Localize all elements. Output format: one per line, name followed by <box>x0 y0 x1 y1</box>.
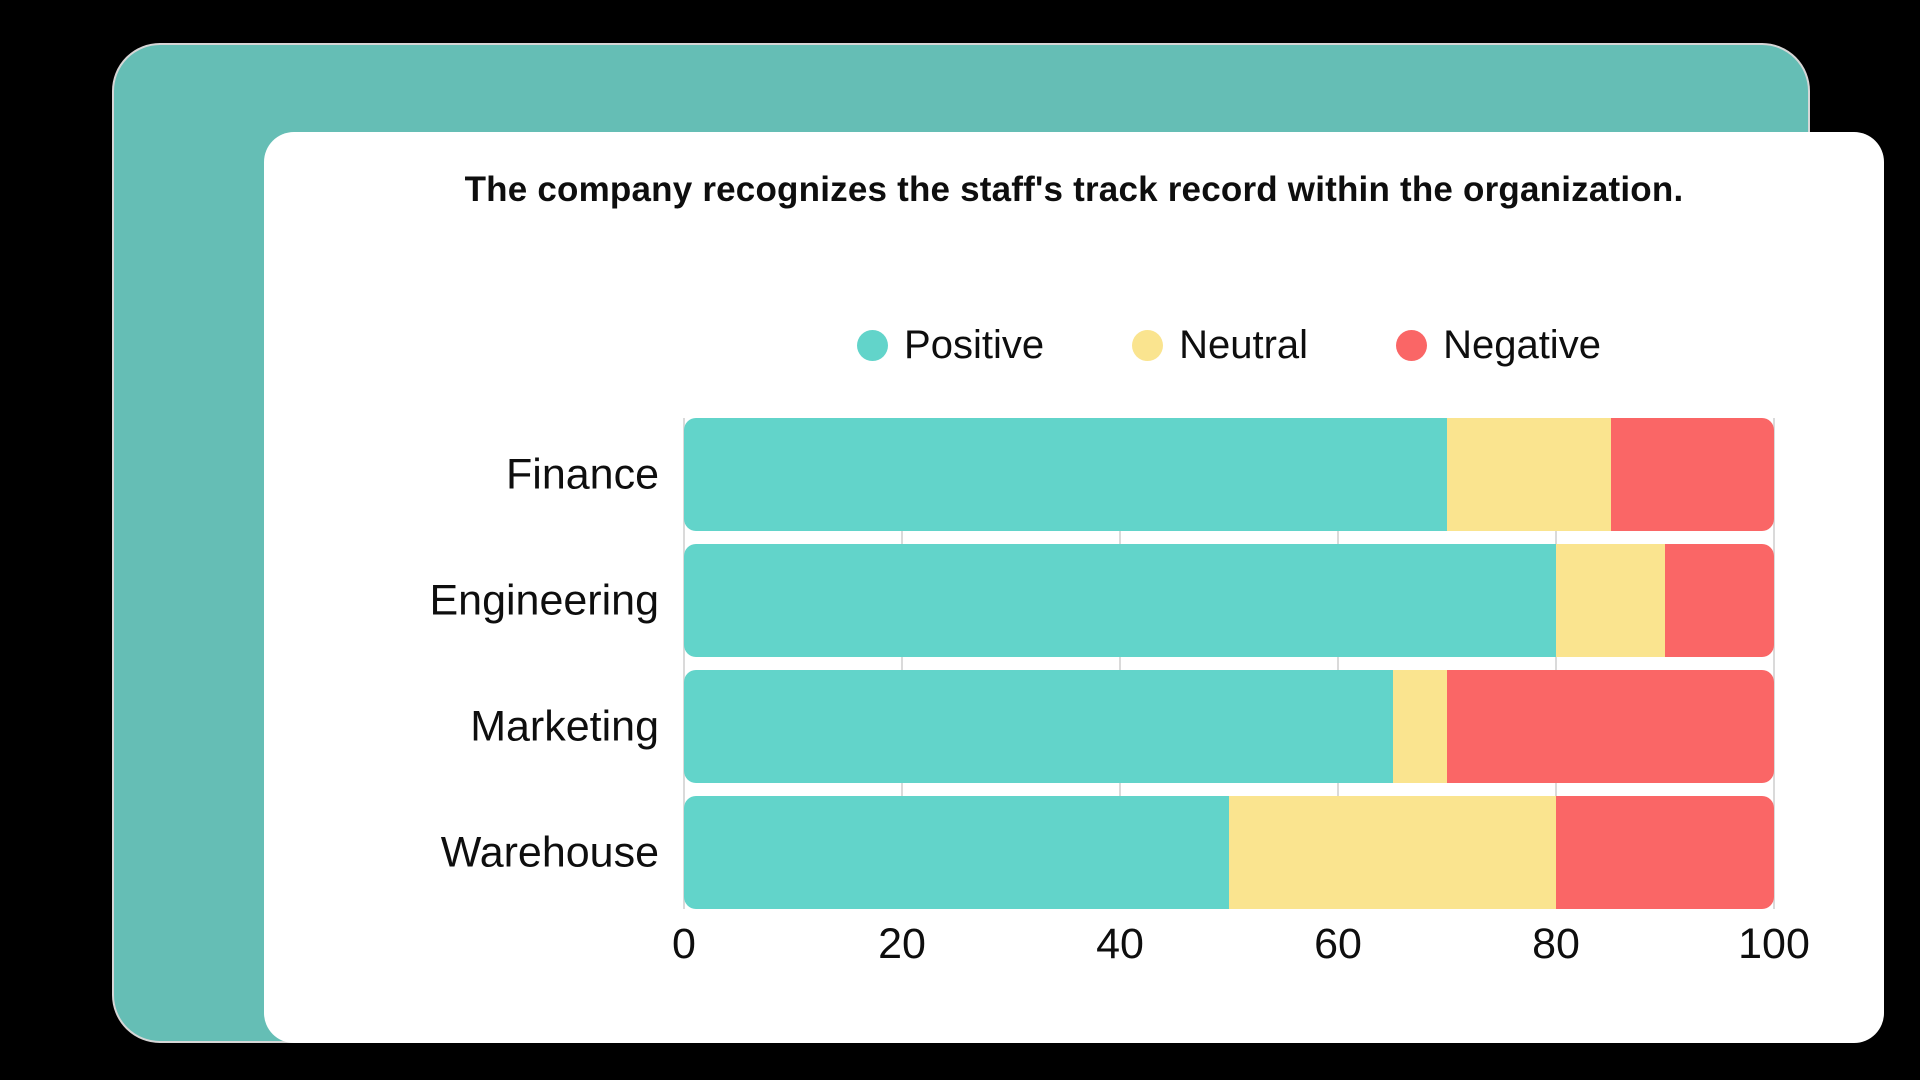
legend-label: Neutral <box>1179 323 1309 367</box>
chart-card: The company recognizes the staff's track… <box>264 132 1884 1043</box>
category-label: Marketing <box>470 702 659 750</box>
bar-row-warehouse: Warehouse <box>441 796 1774 909</box>
legend-label: Positive <box>904 323 1045 367</box>
legend-swatch-icon <box>1132 329 1164 361</box>
x-tick-label: 20 <box>878 920 926 968</box>
gridlines <box>683 418 1775 909</box>
gridline <box>683 418 685 909</box>
x-tick-label: 40 <box>1096 920 1144 968</box>
gridline <box>901 418 903 909</box>
bar-track <box>684 670 1774 783</box>
x-tick-label: 0 <box>672 920 696 968</box>
bar-segment-neutral <box>1392 670 1447 783</box>
gridline <box>1555 418 1557 909</box>
bar-segment-negative <box>1556 796 1774 909</box>
category-label: Engineering <box>429 576 659 624</box>
bar-segment-positive <box>684 670 1393 783</box>
bar-segment-positive <box>684 544 1556 657</box>
bar-track <box>684 418 1774 531</box>
gridline <box>1337 418 1339 909</box>
x-tick-label: 100 <box>1738 920 1810 968</box>
bar-segment-negative <box>1447 670 1774 783</box>
bar-segment-positive <box>684 418 1447 531</box>
bar-row-engineering: Engineering <box>429 544 1774 657</box>
bar-segment-neutral <box>1229 796 1556 909</box>
legend-item-positive: Positive <box>857 325 1044 365</box>
gridline <box>1773 418 1775 909</box>
bar-track <box>684 796 1774 909</box>
legend-label: Negative <box>1443 323 1601 367</box>
chart-title: The company recognizes the staff's track… <box>464 170 1684 209</box>
legend-swatch-icon <box>857 329 889 361</box>
legend-item-negative: Negative <box>1396 325 1601 365</box>
legend: Positive Neutral Negative <box>684 322 1774 368</box>
bar-segment-neutral <box>1556 544 1665 657</box>
legend-swatch-icon <box>1396 329 1428 361</box>
bar-rows: Finance Engineering Marketing Warehouse <box>429 418 1774 909</box>
x-axis-ticks: 0 20 40 60 80 100 <box>672 920 1810 975</box>
bar-track <box>684 544 1774 657</box>
plot-area: Finance Engineering Marketing Warehouse <box>429 418 1775 909</box>
x-tick-label: 60 <box>1314 920 1362 968</box>
bar-segment-negative <box>1665 544 1774 657</box>
x-tick-label: 80 <box>1532 920 1580 968</box>
legend-item-neutral: Neutral <box>1132 325 1308 365</box>
bar-segment-neutral <box>1447 418 1611 531</box>
bar-segment-negative <box>1610 418 1774 531</box>
category-label: Warehouse <box>440 828 659 876</box>
card-frame: The company recognizes the staff's track… <box>112 43 1884 1043</box>
bar-segment-positive <box>684 796 1229 909</box>
category-label: Finance <box>506 450 659 498</box>
bar-row-marketing: Marketing <box>470 670 1774 783</box>
gridline <box>1119 418 1121 909</box>
bar-row-finance: Finance <box>506 418 1774 531</box>
